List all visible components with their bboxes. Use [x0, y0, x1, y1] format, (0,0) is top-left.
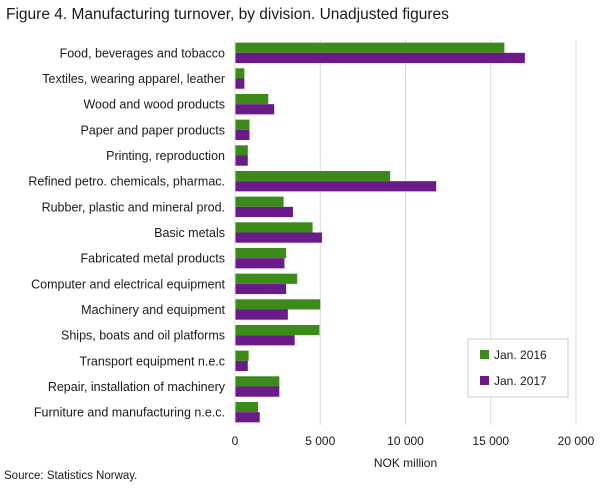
legend: [467, 338, 569, 398]
bar-jan-2017: [235, 155, 248, 166]
bar-jan-2017: [235, 52, 525, 64]
category-label: Paper and paper products: [80, 123, 225, 137]
bar-jan-2017: [235, 309, 288, 320]
bar-jan-2017: [235, 360, 248, 372]
x-tick-label: 20 000: [558, 434, 595, 448]
legend-swatch: [480, 376, 489, 385]
bar-jan-2016: [235, 350, 249, 361]
category-label: Furniture and manufacturing n.e.c.: [34, 406, 225, 420]
bar-jan-2016: [235, 170, 391, 182]
bar-jan-2017: [235, 258, 285, 269]
bar-jan-2016: [235, 93, 269, 105]
category-label: Fabricated metal products: [80, 252, 225, 266]
category-label: Wood and wood products: [83, 98, 225, 112]
bar-jan-2016: [235, 376, 280, 387]
bar-jan-2017: [235, 412, 260, 423]
category-label: Basic metals: [154, 226, 225, 240]
bar-jan-2017: [235, 104, 275, 115]
category-label: Machinery and equipment: [81, 303, 225, 317]
bar-jan-2017: [235, 181, 437, 192]
x-tick-label: 5 000: [305, 434, 335, 448]
bar-jan-2017: [235, 78, 245, 89]
bar-jan-2016: [235, 196, 284, 207]
bar-jan-2017: [235, 283, 287, 295]
category-label: Computer and electrical equipment: [31, 277, 225, 291]
category-label: Transport equipment n.e.c: [80, 354, 225, 368]
bar-jan-2016: [235, 42, 505, 53]
category-label: Food, beverages and tobacco: [60, 46, 225, 60]
legend-label: Jan. 2017: [494, 374, 547, 388]
bar-jan-2016: [235, 222, 313, 233]
bar-jan-2017: [235, 335, 295, 346]
bar-jan-2017: [235, 232, 322, 243]
category-label: Rubber, plastic and mineral prod.: [42, 200, 225, 214]
bar-jan-2016: [235, 324, 320, 336]
bar-jan-2016: [235, 299, 321, 310]
category-label: Repair, installation of machinery: [48, 380, 226, 394]
bar-jan-2016: [235, 68, 245, 79]
x-tick-label: 10 000: [387, 434, 424, 448]
legend-swatch: [480, 350, 489, 359]
bar-jan-2017: [235, 386, 280, 397]
chart-title: Figure 4. Manufacturing turnover, by div…: [6, 6, 449, 23]
x-tick-label: 15 000: [472, 434, 509, 448]
bar-jan-2016: [235, 401, 259, 413]
source-note: Source: Statistics Norway.: [4, 470, 138, 482]
bar-jan-2016: [235, 119, 250, 130]
x-tick-label: 0: [232, 434, 239, 448]
bar-jan-2017: [235, 206, 293, 218]
category-label: Textiles, wearing apparel, leather: [42, 72, 225, 86]
category-label: Refined petro. chemicals, pharmac.: [28, 175, 225, 189]
category-label: Ships, boats and oil platforms: [61, 329, 225, 343]
bar-jan-2016: [235, 145, 248, 156]
bar-jan-2017: [235, 129, 250, 141]
category-label: Printing, reproduction: [106, 149, 225, 163]
bar-jan-2016: [235, 247, 287, 259]
bar-jan-2016: [235, 273, 298, 284]
legend-label: Jan. 2016: [494, 348, 547, 362]
x-axis-title: NOK million: [374, 456, 437, 470]
